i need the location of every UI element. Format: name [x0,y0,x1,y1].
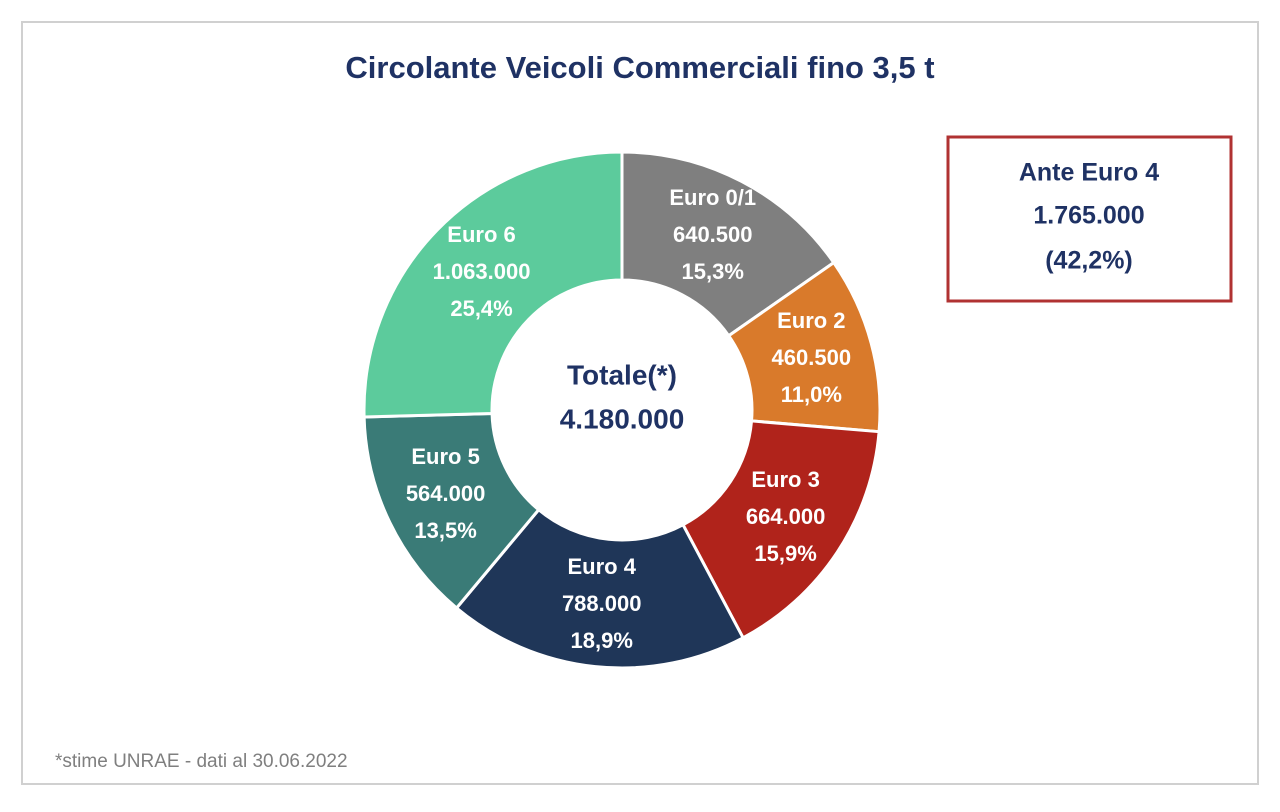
slice [454,507,746,670]
callout-title: Ante Euro 4 [1019,159,1159,187]
slice-value: 460.500 [772,345,852,370]
center-value: 4.180.000 [560,403,685,434]
slice-value: 664.000 [746,504,826,529]
slice-percent: 11,0% [781,382,842,407]
chart-title: Circolante Veicoli Commerciali fino 3,5 … [345,50,934,85]
slice-value: 788.000 [562,591,642,616]
slice-category: Euro 6 [447,222,515,247]
slice-category: Euro 3 [751,467,819,492]
slice-percent: 18,9% [571,628,633,653]
slice-category: Euro 2 [777,308,845,333]
slice [362,150,624,419]
slice-value: 1.063.000 [433,259,531,284]
callout-box [946,135,1233,303]
slice-percent: 15,3% [682,259,744,284]
slice [362,411,541,611]
slice [620,150,836,338]
footnote: *stime UNRAE - dati al 30.06.2022 [55,751,348,772]
slice-value: 640.500 [673,222,753,247]
slice-value: 564.000 [406,481,486,506]
callout-share: (42,2%) [1045,247,1133,275]
slice-percent: 15,9% [754,541,816,566]
slice-percent: 25,4% [450,296,512,321]
slice-percent: 13,5% [414,518,476,543]
slice-category: Euro 4 [567,554,636,579]
callout-value: 1.765.000 [1033,202,1144,230]
center-title: Totale(*) [567,359,677,390]
slice [680,419,881,640]
slice-category: Euro 5 [411,444,479,469]
slice-category: Euro 0/1 [669,185,756,210]
